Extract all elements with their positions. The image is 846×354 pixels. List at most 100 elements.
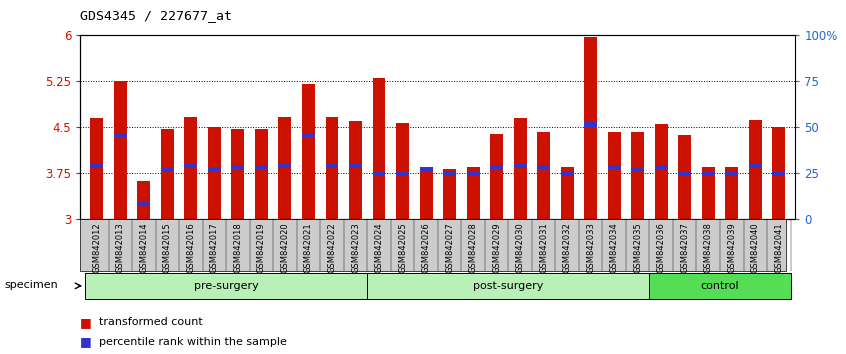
Bar [537, 165, 550, 170]
Bar [232, 165, 244, 170]
Bar [349, 121, 362, 219]
Text: percentile rank within the sample: percentile rank within the sample [99, 337, 287, 347]
Bar [232, 129, 244, 219]
Text: GSM842034: GSM842034 [610, 222, 618, 273]
Bar [326, 163, 338, 168]
Bar [91, 118, 103, 219]
Text: GSM842029: GSM842029 [492, 222, 501, 273]
Text: GSM842019: GSM842019 [257, 222, 266, 273]
Bar [725, 171, 739, 176]
Bar [443, 169, 456, 219]
Text: transformed count: transformed count [99, 317, 203, 327]
Text: GSM842025: GSM842025 [398, 222, 407, 273]
Bar [725, 167, 739, 219]
Text: GDS4345 / 227677_at: GDS4345 / 227677_at [80, 9, 233, 22]
Text: GSM842014: GSM842014 [140, 222, 148, 273]
Bar [467, 167, 480, 219]
Bar [372, 78, 386, 219]
Bar [514, 118, 526, 219]
Bar [749, 120, 761, 219]
Bar [561, 167, 574, 219]
Text: GSM842032: GSM842032 [563, 222, 572, 273]
Text: GSM842041: GSM842041 [774, 222, 783, 273]
Bar [184, 117, 197, 219]
Text: GSM842015: GSM842015 [163, 222, 172, 273]
Text: GSM842030: GSM842030 [515, 222, 525, 273]
Text: pre-surgery: pre-surgery [194, 281, 259, 291]
Bar [349, 163, 362, 168]
Bar [278, 163, 291, 168]
Bar [467, 171, 480, 176]
Bar [255, 129, 268, 219]
Text: GSM842023: GSM842023 [351, 222, 360, 273]
Text: GSM842022: GSM842022 [327, 222, 337, 273]
Text: specimen: specimen [4, 280, 58, 290]
Bar [137, 182, 151, 219]
Bar [420, 167, 432, 171]
Text: ■: ■ [80, 335, 96, 348]
Bar [302, 133, 315, 137]
Text: GSM842033: GSM842033 [586, 222, 595, 273]
Bar [137, 201, 151, 206]
Bar [650, 273, 790, 299]
Bar [655, 124, 667, 219]
Bar [302, 85, 315, 219]
Bar [514, 163, 526, 168]
Bar [278, 117, 291, 219]
Text: GSM842013: GSM842013 [116, 222, 125, 273]
Bar [702, 171, 715, 176]
Text: GSM842027: GSM842027 [445, 222, 454, 273]
Bar [537, 132, 550, 219]
Bar [114, 133, 127, 137]
Text: GSM842017: GSM842017 [210, 222, 219, 273]
Text: control: control [700, 281, 739, 291]
Bar [91, 163, 103, 168]
Bar [184, 163, 197, 168]
Bar [161, 129, 173, 219]
Bar [772, 127, 785, 219]
Bar [678, 171, 691, 176]
Text: GSM842037: GSM842037 [680, 222, 689, 273]
Text: GSM842040: GSM842040 [750, 222, 760, 273]
Bar [208, 127, 221, 219]
Text: GSM842018: GSM842018 [233, 222, 243, 273]
Text: ■: ■ [80, 316, 96, 329]
Bar [255, 165, 268, 170]
Text: GSM842024: GSM842024 [375, 222, 383, 273]
Bar [396, 171, 409, 176]
Bar [443, 171, 456, 176]
Text: GSM842021: GSM842021 [304, 222, 313, 273]
Text: GSM842016: GSM842016 [186, 222, 195, 273]
Bar [561, 171, 574, 176]
Bar [749, 163, 761, 168]
Bar [420, 169, 432, 219]
Text: GSM842038: GSM842038 [704, 222, 712, 273]
Bar [326, 117, 338, 219]
Bar [631, 132, 644, 219]
Bar [490, 165, 503, 170]
Bar [678, 135, 691, 219]
Bar [114, 81, 127, 219]
Bar [585, 36, 597, 219]
Bar [772, 171, 785, 176]
Text: GSM842012: GSM842012 [92, 222, 102, 273]
Text: GSM842031: GSM842031 [539, 222, 548, 273]
Bar [585, 122, 597, 126]
Bar [85, 273, 367, 299]
Bar [490, 133, 503, 219]
Bar [631, 167, 644, 171]
Text: GSM842026: GSM842026 [421, 222, 431, 273]
Bar [607, 132, 621, 219]
Bar [607, 165, 621, 170]
Text: GSM842020: GSM842020 [281, 222, 289, 273]
Bar [702, 167, 715, 219]
Bar [655, 165, 667, 170]
Text: GSM842036: GSM842036 [656, 222, 666, 273]
Text: GSM842039: GSM842039 [728, 222, 736, 273]
Text: post-surgery: post-surgery [473, 281, 543, 291]
Text: GSM842028: GSM842028 [469, 222, 478, 273]
Bar [367, 273, 650, 299]
Bar [396, 122, 409, 219]
Bar [372, 171, 386, 176]
Bar [208, 167, 221, 171]
